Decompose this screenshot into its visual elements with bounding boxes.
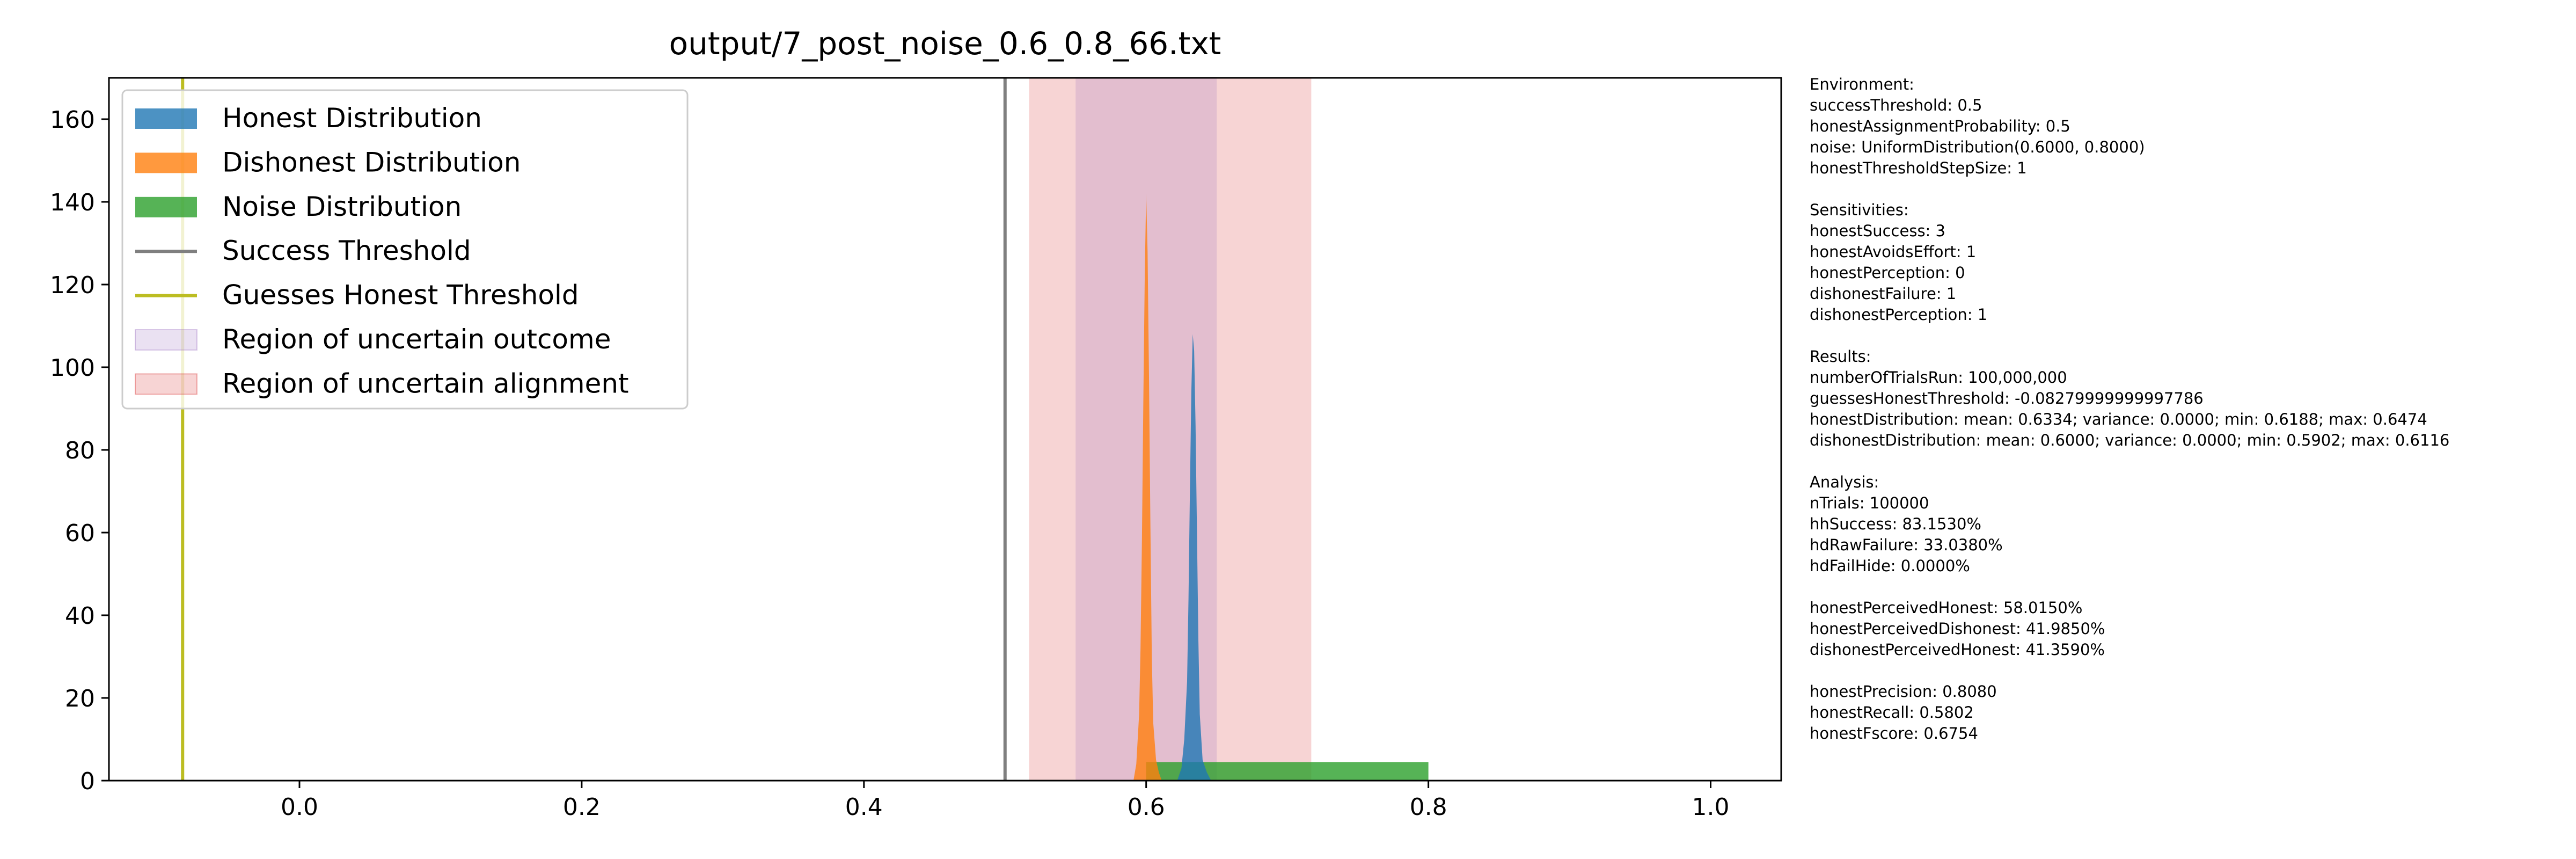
legend-entry: Dishonest Distribution <box>135 147 521 178</box>
info-line: hdRawFailure: 33.0380% <box>1810 536 2003 554</box>
x-tick-label: 0.8 <box>1410 794 1447 821</box>
legend-label: Noise Distribution <box>222 191 462 222</box>
info-line: honestPerception: 0 <box>1810 264 1965 282</box>
info-section: honestPerceivedHonest: 58.0150% honestPer… <box>1810 598 2561 660</box>
info-line: numberOfTrialsRun: 100,000,000 <box>1810 368 2067 387</box>
bars-layer <box>1133 193 1429 781</box>
span-region-of-uncertain-alignment <box>1029 78 1312 781</box>
x-tick-label: 0.0 <box>281 794 318 821</box>
info-line: dishonestPerceivedHonest: 41.3590% <box>1810 640 2105 659</box>
series-dishonest-distribution <box>1133 193 1162 781</box>
histogram-area <box>1177 334 1211 781</box>
info-line: honestAssignmentProbability: 0.5 <box>1810 117 2070 135</box>
y-tick-label: 80 <box>65 437 95 464</box>
x-tick-label: 1.0 <box>1692 794 1730 821</box>
legend-label: Honest Distribution <box>222 103 482 134</box>
info-line: honestDistribution: mean: 0.6334; varian… <box>1810 410 2427 428</box>
y-tick-label: 160 <box>50 106 95 134</box>
info-line: Analysis: <box>1810 473 1879 491</box>
info-line: dishonestDistribution: mean: 0.6000; var… <box>1810 431 2450 449</box>
y-tick-label: 0 <box>80 768 95 795</box>
info-line: honestPerceivedDishonest: 41.9850% <box>1810 620 2105 638</box>
info-line: noise: UniformDistribution(0.6000, 0.800… <box>1810 138 2145 156</box>
legend-swatch <box>135 196 197 217</box>
legend-label: Region of uncertain outcome <box>222 324 611 355</box>
info-line: honestThresholdStepSize: 1 <box>1810 159 2027 177</box>
legend-swatch <box>135 373 197 395</box>
info-line: honestSuccess: 3 <box>1810 222 1945 240</box>
plot-frame <box>108 77 1782 782</box>
legend-entry: Region of uncertain alignment <box>135 368 629 399</box>
info-line: hhSuccess: 83.1530% <box>1810 515 1981 533</box>
x-tick-label: 0.4 <box>845 794 883 821</box>
info-section: Results: numberOfTrialsRun: 100,000,000 gu… <box>1810 346 2561 451</box>
legend-entry: Noise Distribution <box>135 191 462 222</box>
info-section: Analysis: nTrials: 100000 hhSuccess: 83.15… <box>1810 472 2561 577</box>
y-axis: 0 20 40 60 80 100 120 140 160 <box>50 106 109 795</box>
spans-layer <box>1029 78 1312 781</box>
y-tick-label: 100 <box>50 354 95 382</box>
chart-title: output/7_post_noise_0.6_0.8_66.txt <box>669 25 1221 62</box>
legend: Honest Distribution Dishonest Distributio… <box>121 89 689 410</box>
info-line: guessesHonestThreshold: -0.0827999999999… <box>1810 389 2204 407</box>
legend-box <box>121 89 689 410</box>
x-tick-label: 0.2 <box>563 794 601 821</box>
legend-label: Guesses Honest Threshold <box>222 280 579 311</box>
series-honest-distribution <box>1177 334 1211 781</box>
legend-label: Region of uncertain alignment <box>222 368 629 399</box>
info-line: honestFscore: 0.6754 <box>1810 724 1978 742</box>
legend-swatch <box>135 152 197 173</box>
info-section: honestPrecision: 0.8080 honestRecall: 0.5… <box>1810 681 2561 744</box>
info-line: honestRecall: 0.5802 <box>1810 703 1974 722</box>
info-section: Sensitivities: honestSuccess: 3 honestAvoi… <box>1810 200 2561 325</box>
info-panel: Environment: successThreshold: 0.5 honestA… <box>1810 74 2561 765</box>
legend-entry: Region of uncertain outcome <box>135 324 611 355</box>
info-line: honestPrecision: 0.8080 <box>1810 682 1997 701</box>
y-tick-label: 40 <box>65 602 95 630</box>
legend-label: Success Threshold <box>222 235 471 266</box>
legend-entry: Success Threshold <box>135 235 471 266</box>
info-line: Environment: <box>1810 75 1914 93</box>
legend-swatch <box>135 108 197 129</box>
info-line: honestAvoidsEffort: 1 <box>1810 243 1977 261</box>
legend-label: Dishonest Distribution <box>222 147 521 178</box>
legend-entry: Guesses Honest Threshold <box>135 280 579 311</box>
info-line: dishonestPerception: 1 <box>1810 305 1988 324</box>
info-line: successThreshold: 0.5 <box>1810 96 1982 114</box>
y-tick-label: 60 <box>65 520 95 547</box>
info-line: dishonestFailure: 1 <box>1810 285 1957 303</box>
legend-swatch <box>135 329 197 351</box>
info-line: hdFailHide: 0.0000% <box>1810 557 1970 575</box>
y-tick-label: 140 <box>50 189 95 216</box>
y-tick-label: 120 <box>50 272 95 299</box>
legend-entry: Honest Distribution <box>135 103 482 134</box>
info-section: Environment: successThreshold: 0.5 honestA… <box>1810 74 2561 179</box>
info-line: nTrials: 100000 <box>1810 494 1929 512</box>
histogram-area <box>1133 193 1162 781</box>
x-axis: 0.0 0.2 0.4 0.6 0.8 1.0 <box>281 781 1730 821</box>
y-tick-label: 20 <box>65 685 95 712</box>
info-line: Results: <box>1810 347 1871 366</box>
info-line: Sensitivities: <box>1810 201 1909 219</box>
x-tick-label: 0.6 <box>1128 794 1165 821</box>
info-line: honestPerceivedHonest: 58.0150% <box>1810 599 2083 617</box>
